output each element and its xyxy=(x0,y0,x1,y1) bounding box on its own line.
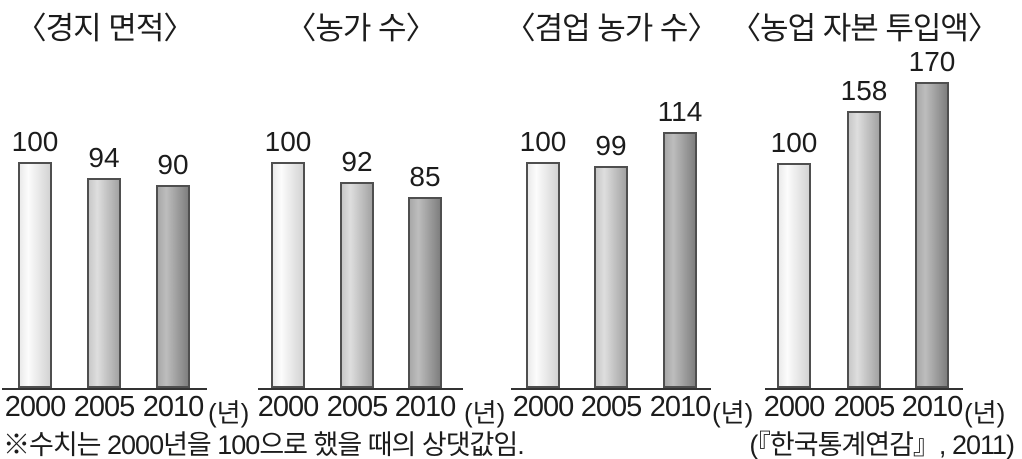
bar-2010 xyxy=(915,82,949,388)
bar-value-label: 90 xyxy=(157,149,189,180)
year-unit-label: (년) xyxy=(464,398,506,428)
chart-title: 〈겸업 농가 수〉 xyxy=(504,11,719,46)
bar-value-label: 170 xyxy=(908,46,956,77)
year-unit-label: (년) xyxy=(208,398,250,428)
x-tick-label: 2010 xyxy=(394,391,457,423)
bar-value-label: 100 xyxy=(519,126,567,157)
x-tick-label: 2000 xyxy=(4,391,67,423)
year-unit-label: (년) xyxy=(964,398,1006,428)
bar-value-label: 158 xyxy=(840,75,888,106)
bar-value-label: 92 xyxy=(341,146,373,177)
chart-title: 〈경지 면적〉 xyxy=(15,11,195,46)
x-axis-line xyxy=(765,388,963,390)
x-tick-label: 2000 xyxy=(512,391,575,423)
bar-2010 xyxy=(156,185,190,388)
x-tick-label: 2010 xyxy=(901,391,964,423)
bar-2005 xyxy=(594,166,628,388)
bar-value-label: 99 xyxy=(595,130,627,161)
x-tick-label: 2005 xyxy=(833,391,896,423)
chart-title: 〈농업 자본 투입액〉 xyxy=(730,11,999,46)
bar-2010 xyxy=(408,197,442,388)
footnote: ※수치는 2000년을 100으로 했을 때의 상댓값임. xyxy=(3,430,525,459)
year-unit-label: (년) xyxy=(712,398,754,428)
source-citation: (『한국통계연감』, 2011) xyxy=(749,430,1015,459)
x-tick-label: 2000 xyxy=(763,391,826,423)
chart-title: 〈농가 수〉 xyxy=(285,11,436,46)
bar-2005 xyxy=(340,182,374,388)
x-tick-label: 2000 xyxy=(257,391,320,423)
x-tick-label: 2005 xyxy=(326,391,389,423)
bar-value-label: 100 xyxy=(264,126,312,157)
bar-2000 xyxy=(777,163,811,388)
bar-2000 xyxy=(526,162,560,388)
x-axis-line xyxy=(2,388,207,390)
bar-2000 xyxy=(271,162,305,388)
chart-group-1: 〈경지 면적〉 100 2000 94 2005 90 2010 (년) xyxy=(2,0,249,459)
chart-group-4: 〈농업 자본 투입액〉 100 2000 158 2005 170 2010 (년) xyxy=(730,0,1005,459)
bar-2005 xyxy=(87,178,121,388)
bar-value-label: 85 xyxy=(409,161,441,192)
x-axis-line xyxy=(258,388,463,390)
bar-2010 xyxy=(663,132,697,388)
x-tick-label: 2010 xyxy=(649,391,712,423)
bar-value-label: 114 xyxy=(657,96,703,127)
bar-2005 xyxy=(847,111,881,388)
chart-group-2: 〈농가 수〉 100 2000 92 2005 85 2010 (년) xyxy=(257,0,506,459)
bar-value-label: 100 xyxy=(11,126,59,157)
bar-value-label: 100 xyxy=(770,127,818,158)
x-tick-label: 2005 xyxy=(73,391,136,423)
bar-2000 xyxy=(18,162,52,388)
x-axis-line xyxy=(511,388,711,390)
x-tick-label: 2010 xyxy=(142,391,205,423)
x-tick-label: 2005 xyxy=(580,391,643,423)
chart-group-3: 〈겸업 농가 수〉 100 2000 99 2005 114 2010 (년) xyxy=(505,0,754,459)
bar-value-label: 94 xyxy=(88,142,120,173)
